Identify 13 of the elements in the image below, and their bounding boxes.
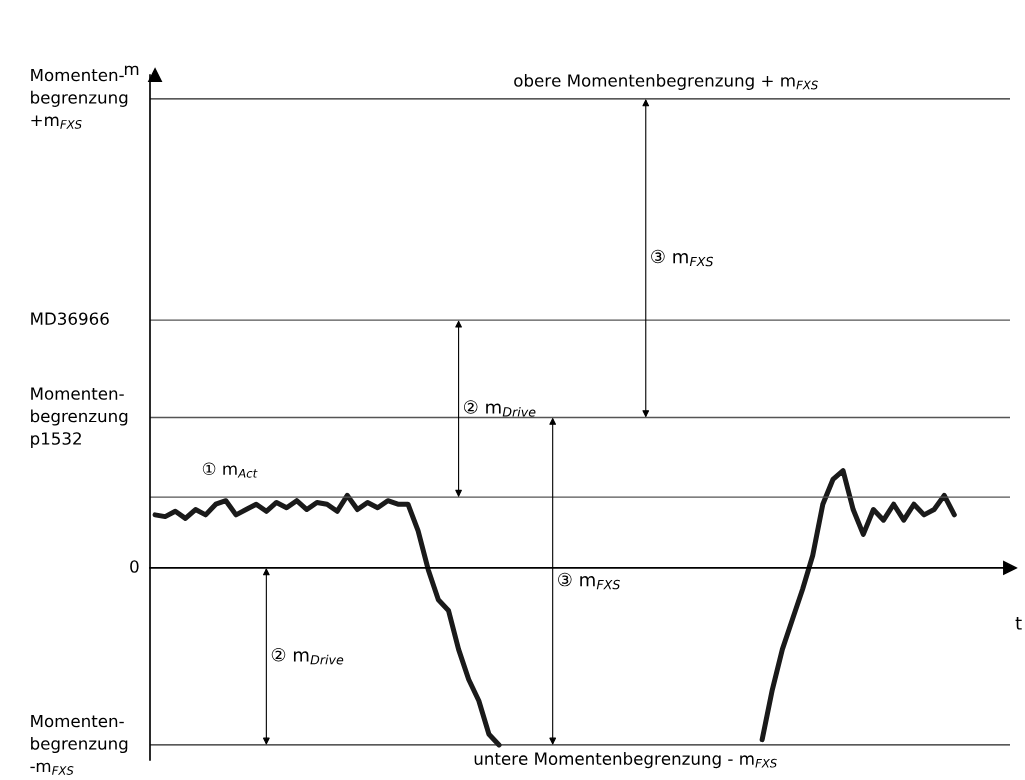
- text: 0: [130, 560, 139, 573]
- text: ③ m$_{FXS}$: [651, 249, 714, 267]
- text: ② m$_{Drive}$: [463, 400, 536, 417]
- ref-line-label: Momenten- begrenzung -m$_{FXS}$: [30, 714, 128, 775]
- annotation: obere Momentenbegrenzung + m$_{FXS}$: [514, 73, 818, 91]
- text: m: [124, 65, 139, 75]
- ref-line-label: Momenten- begrenzung p1532: [31, 387, 128, 449]
- ref-line-label: MD36966: [31, 312, 109, 325]
- annotation: ② m$_{Drive}$: [271, 648, 344, 665]
- annotation: ③ m$_{FXS}$: [558, 572, 620, 590]
- annotation: ① m$_{Act}$: [202, 462, 258, 478]
- annotation: untere Momentenbegrenzung - m$_{FXS}$: [474, 752, 777, 769]
- x-axis-title: t: [1015, 616, 1022, 630]
